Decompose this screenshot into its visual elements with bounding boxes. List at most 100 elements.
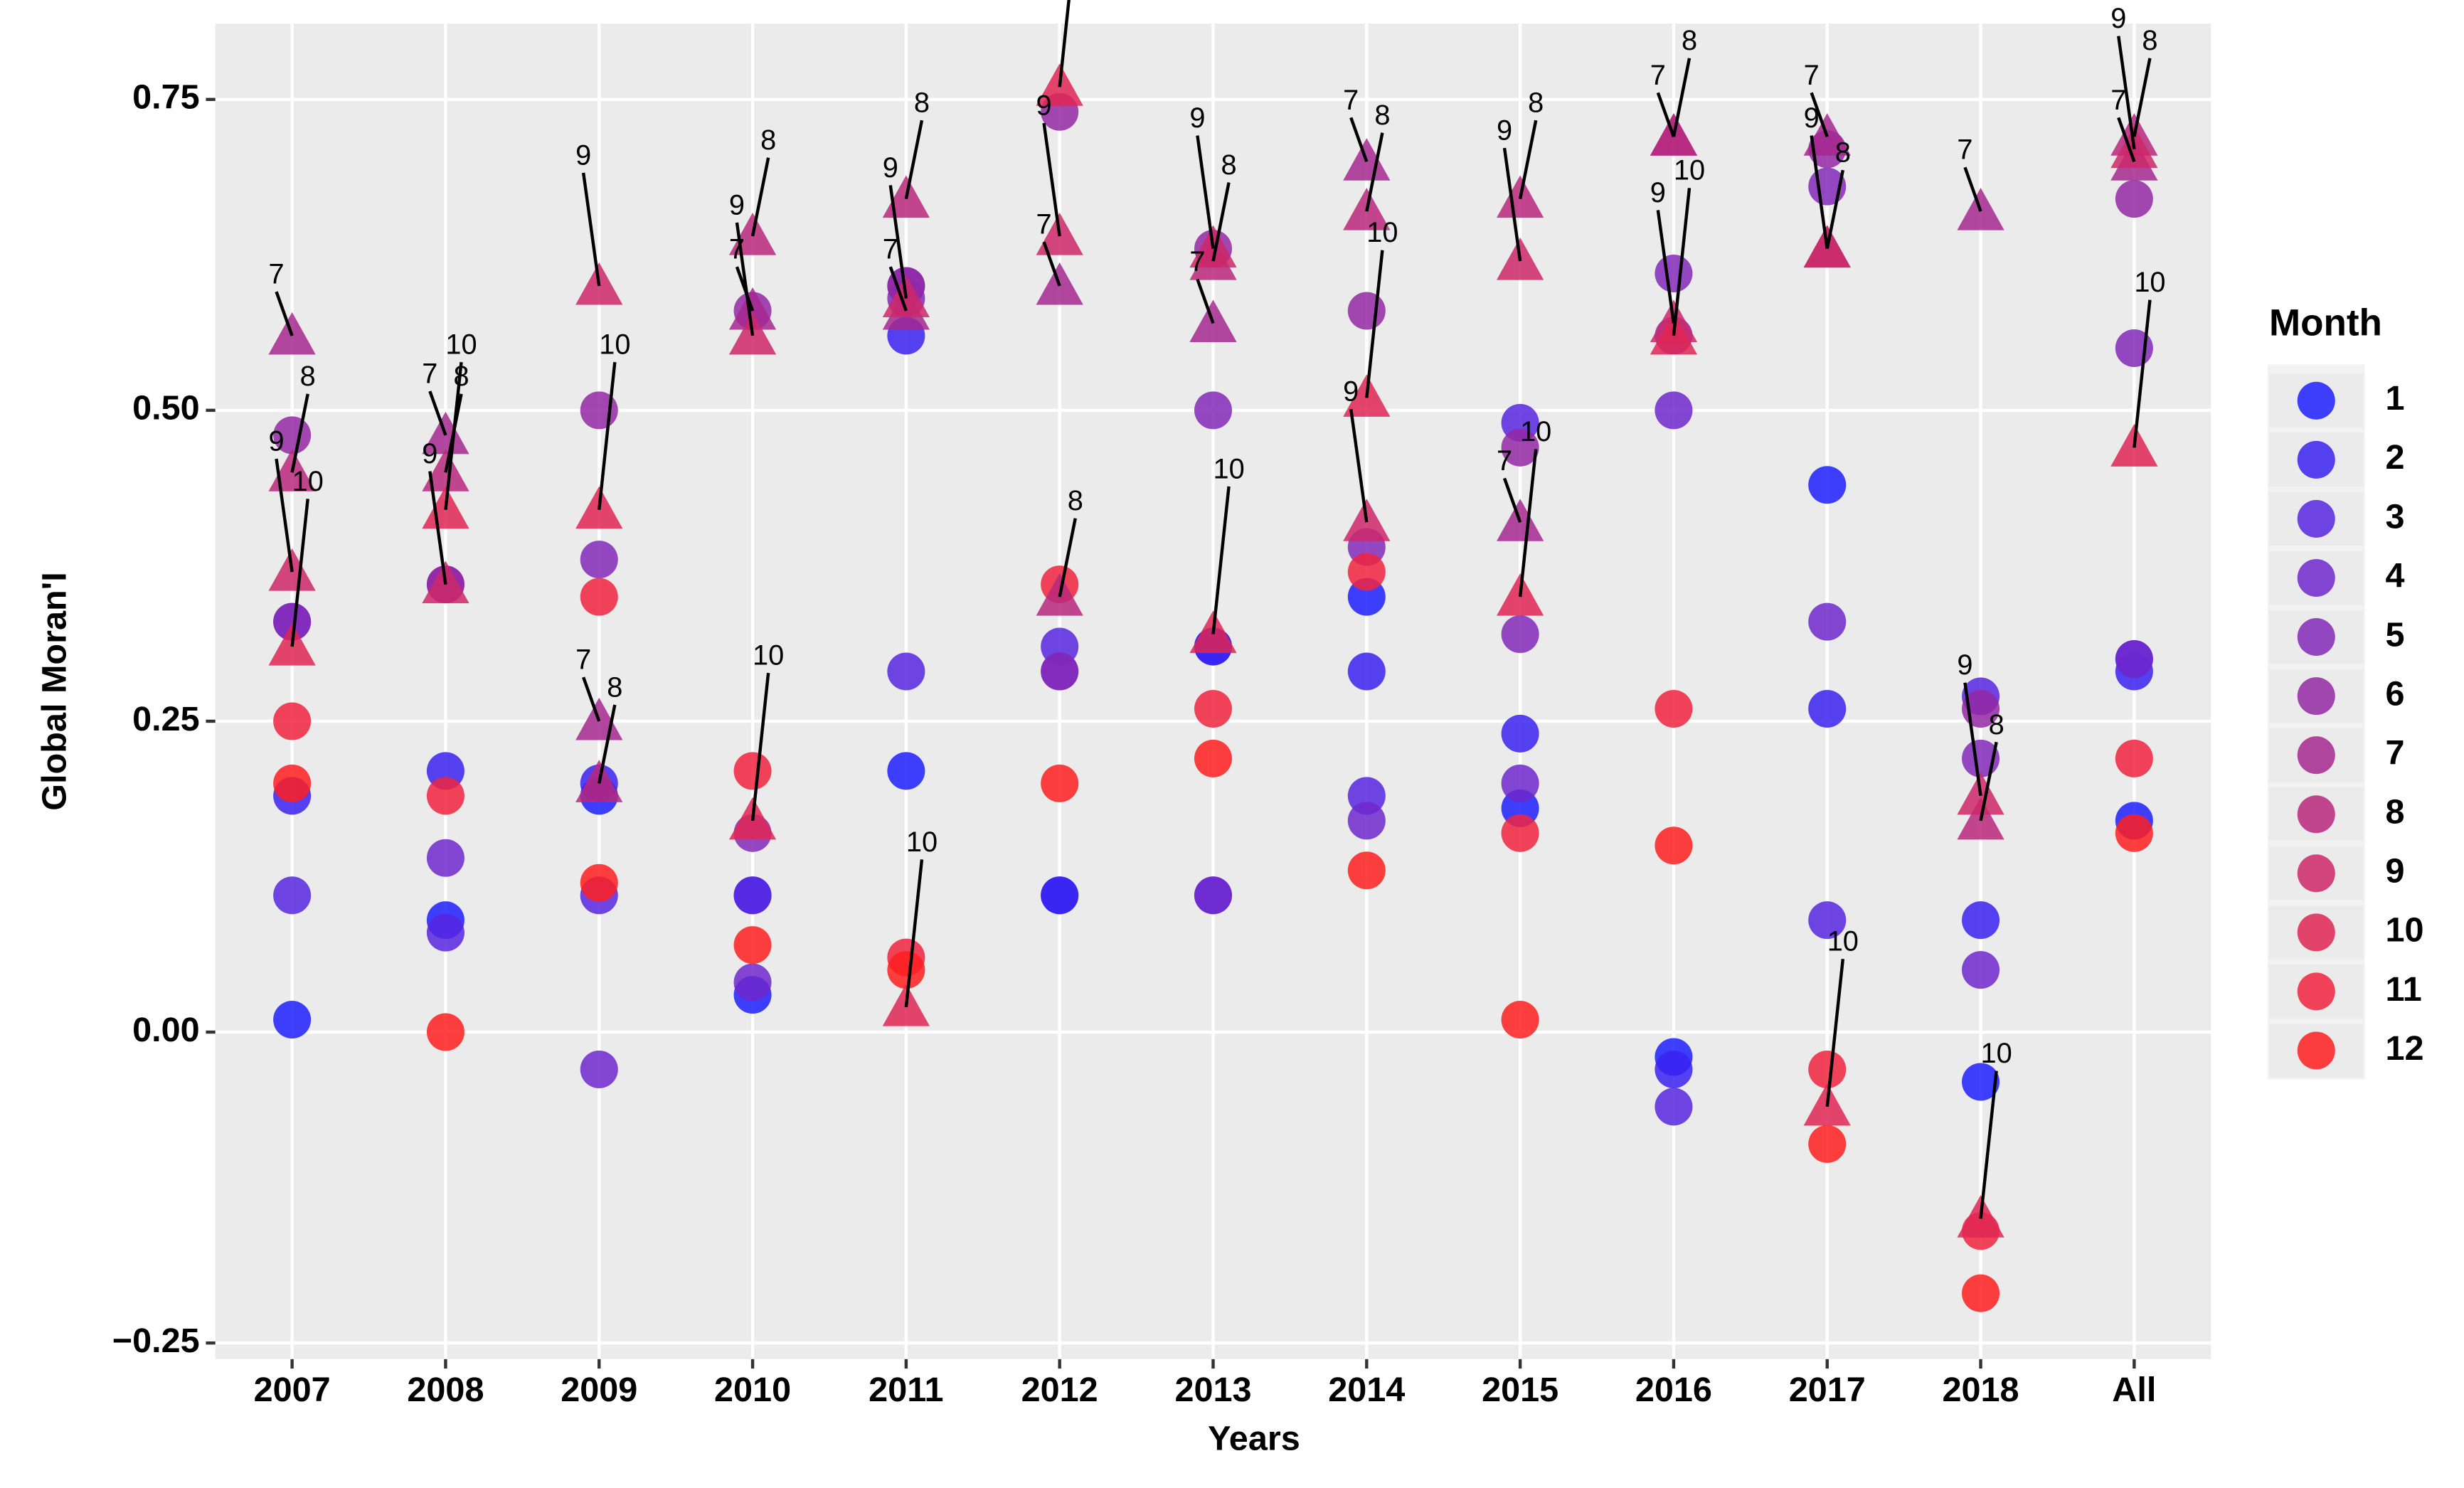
point-label: 10 — [1674, 155, 1705, 186]
label-connector — [1042, 122, 1061, 237]
label-connector — [750, 157, 770, 237]
circle-point — [1808, 1125, 1847, 1163]
circle-point — [1655, 827, 1693, 865]
x-tick-label: All — [2112, 1371, 2156, 1409]
label-connector — [1963, 682, 1982, 797]
label-connector — [888, 266, 908, 312]
label-connector — [598, 361, 617, 510]
label-connector — [1365, 250, 1384, 398]
label-connector — [1196, 278, 1215, 324]
circle-point — [1501, 814, 1539, 852]
circle-point — [1962, 1063, 2000, 1101]
point-label: 9 — [1189, 102, 1205, 134]
point-label: 7 — [1189, 246, 1205, 277]
circle-point — [1808, 689, 1847, 728]
label-connector — [1672, 58, 1692, 137]
label-connector — [888, 185, 908, 299]
circle-point — [273, 1001, 312, 1039]
point-label: 7 — [422, 358, 437, 389]
circle-point — [733, 876, 772, 915]
circle-point — [1194, 739, 1232, 777]
point-label: 8 — [1068, 485, 1083, 516]
label-connector — [598, 704, 617, 784]
point-label: 9 — [1343, 376, 1359, 408]
label-connector — [1196, 135, 1215, 249]
circle-point — [1041, 764, 1079, 802]
label-connector — [1502, 147, 1522, 262]
point-label: 8 — [2142, 25, 2157, 56]
label-connector — [428, 471, 447, 585]
y-tick-label: 0.50 — [132, 389, 200, 427]
point-label: 7 — [1650, 60, 1666, 91]
circle-point — [1041, 876, 1079, 915]
point-label: 10 — [445, 329, 477, 360]
label-connector — [1349, 408, 1369, 523]
legend-key — [2297, 854, 2335, 893]
point-label: 8 — [1989, 709, 2004, 740]
circle-point — [580, 863, 618, 902]
label-connector — [2133, 299, 2152, 448]
point-label: 8 — [300, 361, 316, 392]
legend-label: 9 — [2385, 852, 2404, 891]
circle-point — [1501, 764, 1539, 802]
x-axis-title: Years — [1208, 1420, 1300, 1458]
x-tick-label: 2017 — [1789, 1371, 1866, 1409]
label-connector — [1365, 132, 1384, 212]
legend-key — [2297, 1031, 2335, 1070]
circle-point — [887, 951, 925, 989]
circle-point — [1194, 876, 1232, 915]
point-label: 7 — [268, 259, 284, 290]
point-label: 9 — [422, 438, 437, 469]
y-tick-label: 0.00 — [132, 1011, 200, 1049]
circle-point — [1655, 689, 1693, 728]
point-label: 9 — [1957, 649, 1972, 681]
x-tick-label: 2010 — [714, 1371, 791, 1409]
circle-point — [887, 752, 925, 790]
legend-label: 4 — [2385, 556, 2404, 595]
circle-point — [1808, 1050, 1847, 1089]
label-connector — [1810, 92, 1829, 137]
y-tick-label: −0.25 — [112, 1322, 200, 1360]
legend-key — [2297, 795, 2335, 834]
point-label: 10 — [1827, 926, 1859, 957]
x-tick-label: 2007 — [254, 1371, 331, 1409]
legend-label: 10 — [2385, 911, 2423, 950]
label-connector — [2117, 117, 2136, 162]
label-connector — [1058, 0, 1071, 87]
label-connector — [1825, 959, 1845, 1107]
legend-key — [2297, 618, 2335, 657]
label-connector — [444, 361, 463, 510]
x-tick-label: 2011 — [869, 1371, 943, 1409]
circle-point — [1655, 391, 1693, 430]
legend-label: 12 — [2385, 1029, 2423, 1068]
y-tick-label: 0.25 — [132, 700, 200, 738]
circle-point — [2115, 640, 2153, 679]
circle-point — [1501, 615, 1539, 654]
label-connector — [428, 390, 447, 436]
label-connector — [582, 676, 601, 722]
circle-point — [1655, 1088, 1693, 1126]
circle-point — [1347, 802, 1386, 840]
legend-key — [2297, 677, 2335, 716]
legend-key — [2297, 913, 2335, 952]
legend-key — [2297, 558, 2335, 597]
circle-point — [273, 764, 312, 802]
x-tick-label: 2008 — [407, 1371, 484, 1409]
point-label: 8 — [607, 671, 622, 703]
x-tick-label: 2012 — [1021, 1371, 1098, 1409]
label-connector — [1058, 518, 1077, 597]
label-connector — [904, 119, 924, 200]
circle-point — [1808, 466, 1847, 504]
legend-title: Month — [2269, 302, 2382, 344]
circle-point — [273, 876, 312, 915]
circle-point — [1194, 689, 1232, 728]
point-label: 9 — [1804, 102, 1820, 134]
circle-point — [733, 926, 772, 964]
circle-point — [1194, 391, 1232, 430]
label-connector — [1810, 135, 1829, 249]
circle-point — [426, 1013, 464, 1051]
label-connector — [1963, 166, 1982, 212]
label-connector — [1656, 92, 1676, 137]
